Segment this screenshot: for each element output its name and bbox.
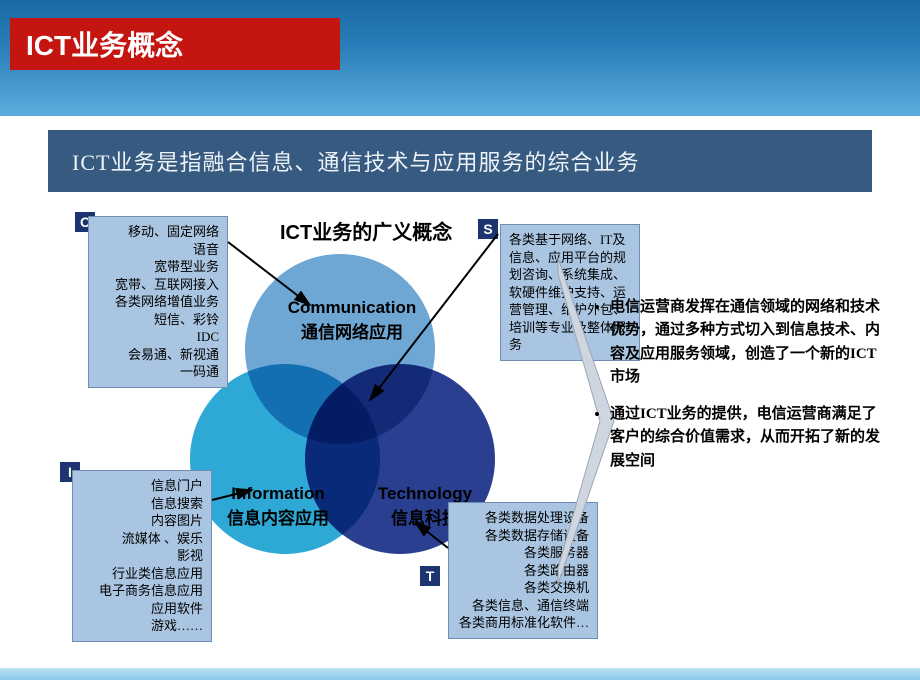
label-communication-en: Communication xyxy=(272,298,432,318)
label-information: Information 信息内容应用 xyxy=(198,484,358,529)
slide-title-bar: ICT业务概念 xyxy=(10,18,340,70)
diagram-title: ICT业务的广义概念 xyxy=(280,216,452,245)
definition-text: ICT业务是指融合信息、通信技术与应用服务的综合业务 xyxy=(72,145,639,177)
box-communication-text: 移动、固定网络 语音 宽带型业务 宽带、互联网接入 各类网络增值业务 短信、彩铃… xyxy=(115,224,219,379)
content-area: ICT业务是指融合信息、通信技术与应用服务的综合业务 ICT业务的广义概念 Co… xyxy=(0,116,920,680)
box-information: 信息门户 信息搜索 内容图片 流媒体 、娱乐 影视 行业类信息应用 电子商务信息… xyxy=(72,470,212,642)
label-communication-zh: 通信网络应用 xyxy=(272,318,432,343)
label-information-en: Information xyxy=(198,484,358,504)
bullet-2: 通过ICT业务的提供，电信运营商满足了客户的综合价值需求，从而开拓了新的发展空间 xyxy=(610,403,888,473)
definition-banner: ICT业务是指融合信息、通信技术与应用服务的综合业务 xyxy=(48,130,872,192)
summary-bullets: 电信运营商发挥在通信领域的网络和技术优势，通过多种方式切入到信息技术、内容及应用… xyxy=(588,296,888,487)
badge-t: T xyxy=(420,566,440,586)
box-information-text: 信息门户 信息搜索 内容图片 流媒体 、娱乐 影视 行业类信息应用 电子商务信息… xyxy=(99,478,203,633)
label-information-zh: 信息内容应用 xyxy=(198,504,358,529)
badge-s: S xyxy=(478,219,498,239)
label-technology-en: Technology xyxy=(350,484,500,504)
label-communication: Communication 通信网络应用 xyxy=(272,298,432,343)
box-communication: 移动、固定网络 语音 宽带型业务 宽带、互联网接入 各类网络增值业务 短信、彩铃… xyxy=(88,216,228,388)
bullet-1: 电信运营商发挥在通信领域的网络和技术优势，通过多种方式切入到信息技术、内容及应用… xyxy=(610,296,888,389)
footer-strip xyxy=(0,668,920,680)
slide-title-text: ICT业务概念 xyxy=(26,24,183,64)
